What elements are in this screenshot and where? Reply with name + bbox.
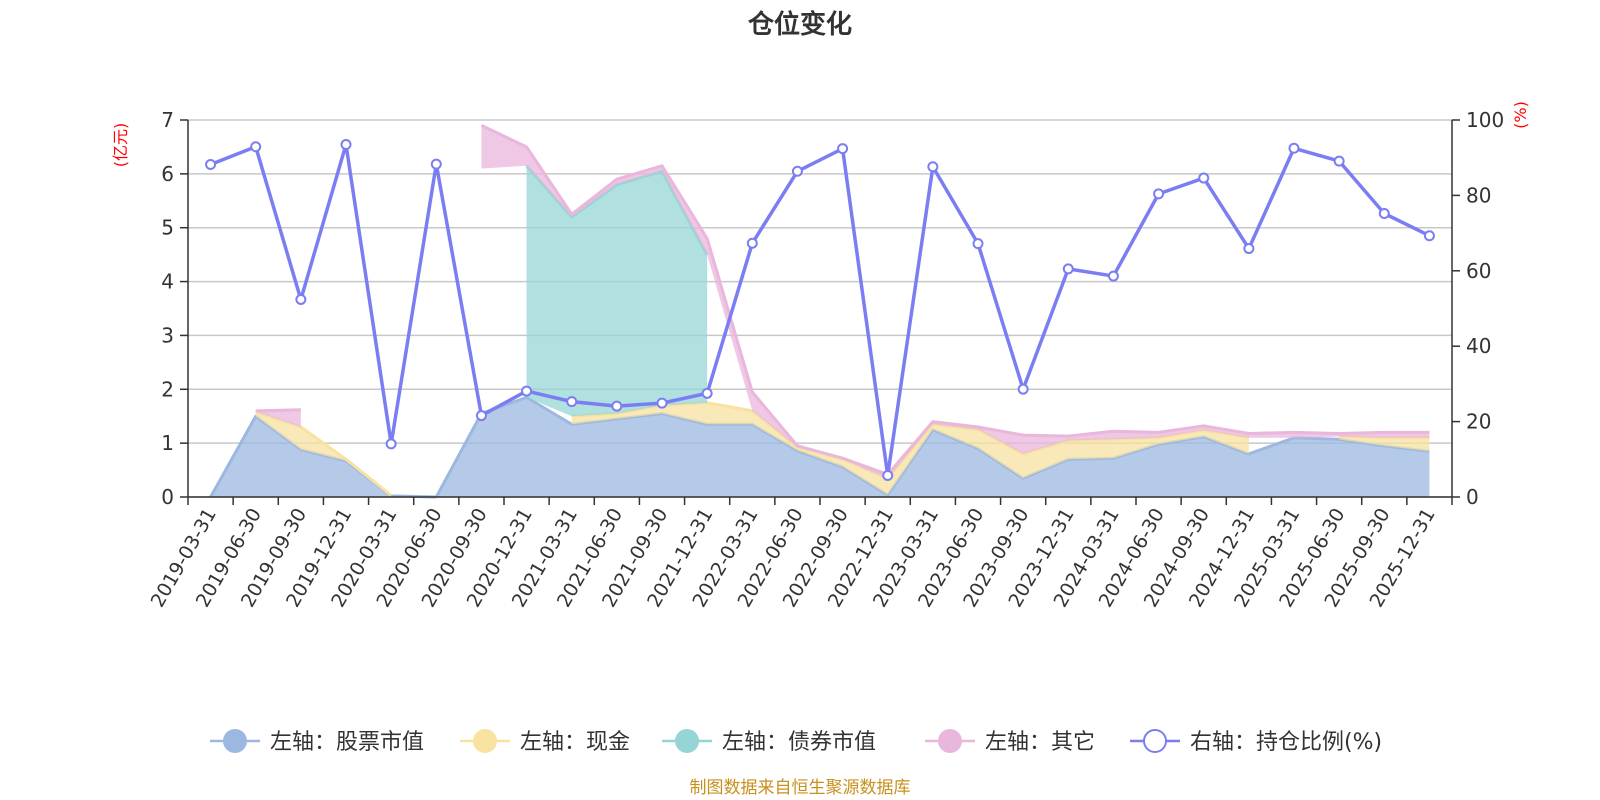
legend-label: 左轴：股票市值 [270, 730, 424, 755]
area-series [209, 124, 1430, 499]
ratio-point [656, 397, 668, 409]
ratio-line [209, 142, 1431, 478]
ratio-point [1378, 207, 1390, 219]
ratio-point [1333, 155, 1345, 167]
legend-item[interactable]: 左轴：股票市值 [210, 729, 424, 755]
ratio-point [927, 161, 939, 173]
legend[interactable]: 左轴：股票市值 左轴：现金 左轴：债券市值 左轴：其它 右轴：持仓比例(%) [210, 729, 1382, 755]
ratio-point [521, 385, 533, 397]
ratio-point [1423, 230, 1435, 242]
ratio-point [1107, 270, 1119, 282]
ratio-point [250, 141, 262, 153]
grid-lines [188, 119, 1452, 498]
ratio-point [791, 165, 803, 177]
area-fill [255, 411, 392, 496]
ratio-point [746, 237, 758, 249]
area-fill [526, 165, 708, 417]
chart-title: 仓位变化 [747, 10, 852, 40]
legend-circle-icon [675, 729, 699, 753]
ratio-point [1017, 383, 1029, 395]
area-fill [255, 409, 301, 427]
legend-label: 左轴：其它 [985, 730, 1095, 755]
area-fill [1339, 436, 1430, 452]
legend-item[interactable]: 右轴：持仓比例(%) [1130, 729, 1382, 755]
right-axis-tick-label: 40 [1466, 334, 1491, 358]
ratio-point [385, 438, 397, 450]
legend-item[interactable]: 左轴：其它 [925, 729, 1095, 755]
legend-label: 右轴：持仓比例(%) [1190, 730, 1382, 755]
right-axis-unit: (%) [1511, 101, 1530, 129]
left-axis-tick-label: 0 [161, 485, 174, 509]
ratio-point [1153, 188, 1165, 200]
legend-label: 左轴：债券市值 [722, 730, 876, 755]
right-axis-tick-label: 0 [1466, 485, 1479, 509]
ratio-point [611, 400, 623, 412]
legend-circle-icon [223, 729, 247, 753]
area-fill [571, 402, 1249, 495]
right-axis-tick-label: 80 [1466, 183, 1491, 207]
legend-label: 左轴：现金 [520, 730, 630, 755]
ratio-point [1062, 263, 1074, 275]
legend-circle-icon [1143, 729, 1167, 753]
ratio-point [430, 158, 442, 170]
area-edge-line [480, 124, 1430, 476]
data-source-note: 制图数据来自恒生聚源数据库 [689, 778, 911, 798]
right-axis-tick-label: 60 [1466, 259, 1491, 283]
ratio-point [882, 470, 894, 482]
left-axis-tick-label: 3 [161, 323, 174, 347]
legend-item[interactable]: 左轴：债券市值 [662, 729, 876, 755]
left-axis-tick-label: 4 [161, 270, 174, 294]
left-axis-tick-label: 2 [161, 377, 174, 401]
left-axis-unit: (亿元) [111, 123, 130, 168]
right-axis-tick-label: 100 [1466, 108, 1504, 132]
left-axis-tick-label: 6 [161, 162, 174, 186]
area-series-4 [255, 124, 1430, 479]
right-axis-tick-label: 20 [1466, 410, 1491, 434]
ratio-point [340, 139, 352, 151]
ratio-point [566, 396, 578, 408]
legend-item[interactable]: 左轴：现金 [460, 729, 630, 755]
area-series-2 [255, 401, 1430, 497]
area-edge-line [255, 408, 301, 413]
legend-circle-icon [938, 729, 962, 753]
ratio-point [972, 238, 984, 250]
ratio-point [1288, 142, 1300, 154]
ratio-point [295, 293, 307, 305]
left-axis-tick-label: 7 [161, 108, 174, 132]
area-series-1 [209, 395, 1430, 499]
left-axis-tick-label: 1 [161, 431, 174, 455]
ratio-point [205, 158, 217, 170]
ratio-point [475, 410, 487, 422]
area-edge-line [255, 410, 393, 497]
left-axis-tick-label: 5 [161, 216, 174, 240]
legend-circle-icon [473, 729, 497, 753]
ratio-point [837, 143, 849, 155]
ratio-point [1243, 243, 1255, 255]
ratio-point [701, 387, 713, 399]
area-edge-line [209, 414, 437, 499]
ratio-line-series [205, 139, 1435, 482]
area-fill [436, 397, 1430, 497]
ratio-point [1198, 172, 1210, 184]
